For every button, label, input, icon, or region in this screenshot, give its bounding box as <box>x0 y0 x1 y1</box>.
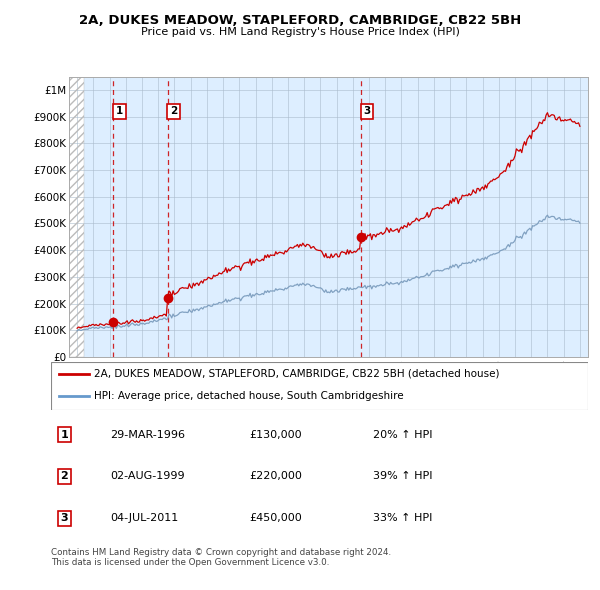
Text: £130,000: £130,000 <box>250 430 302 440</box>
Text: 29-MAR-1996: 29-MAR-1996 <box>110 430 185 440</box>
Bar <box>69 77 83 357</box>
Text: 2: 2 <box>170 106 177 116</box>
Text: 2A, DUKES MEADOW, STAPLEFORD, CAMBRIDGE, CB22 5BH: 2A, DUKES MEADOW, STAPLEFORD, CAMBRIDGE,… <box>79 14 521 27</box>
Text: £450,000: £450,000 <box>250 513 302 523</box>
Text: 39% ↑ HPI: 39% ↑ HPI <box>373 471 433 481</box>
Text: 1: 1 <box>116 106 123 116</box>
Text: Price paid vs. HM Land Registry's House Price Index (HPI): Price paid vs. HM Land Registry's House … <box>140 27 460 37</box>
Text: 2: 2 <box>61 471 68 481</box>
Text: 04-JUL-2011: 04-JUL-2011 <box>110 513 178 523</box>
Text: 2A, DUKES MEADOW, STAPLEFORD, CAMBRIDGE, CB22 5BH (detached house): 2A, DUKES MEADOW, STAPLEFORD, CAMBRIDGE,… <box>94 369 499 379</box>
Text: 3: 3 <box>61 513 68 523</box>
FancyBboxPatch shape <box>51 362 588 410</box>
Text: Contains HM Land Registry data © Crown copyright and database right 2024.
This d: Contains HM Land Registry data © Crown c… <box>51 548 391 567</box>
Text: 3: 3 <box>364 106 371 116</box>
Bar <box>69 77 83 357</box>
Text: £220,000: £220,000 <box>250 471 302 481</box>
Text: 33% ↑ HPI: 33% ↑ HPI <box>373 513 433 523</box>
Text: 1: 1 <box>61 430 68 440</box>
Text: 20% ↑ HPI: 20% ↑ HPI <box>373 430 433 440</box>
Text: 02-AUG-1999: 02-AUG-1999 <box>110 471 185 481</box>
Text: HPI: Average price, detached house, South Cambridgeshire: HPI: Average price, detached house, Sout… <box>94 391 404 401</box>
